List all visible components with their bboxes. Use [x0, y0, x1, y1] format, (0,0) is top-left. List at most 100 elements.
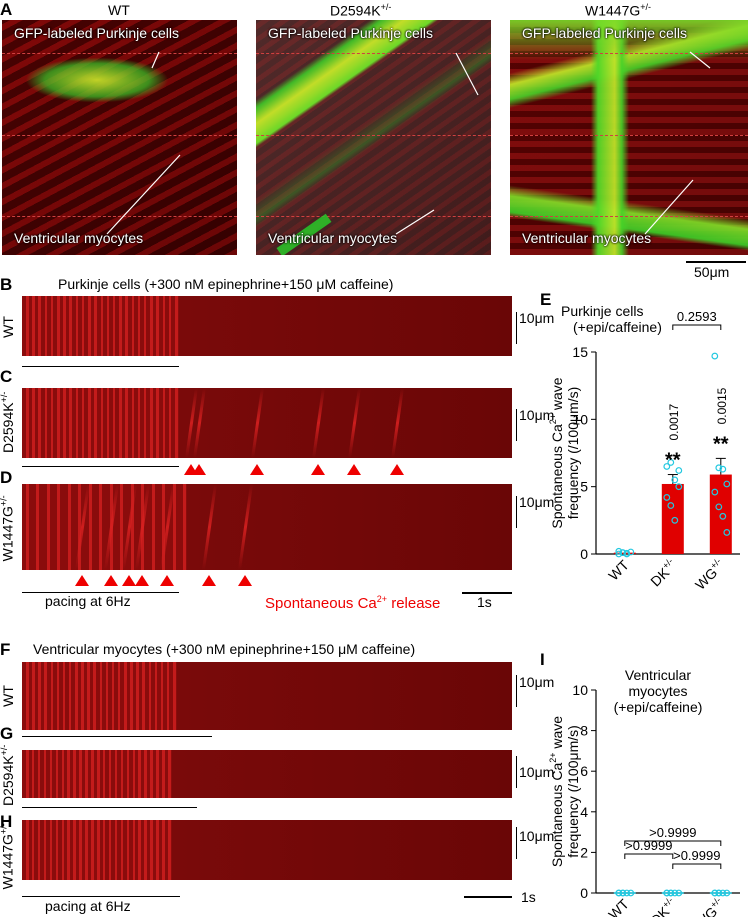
- pacing-stripe: [143, 388, 147, 458]
- row-label-myocyte-wt: WT: [0, 685, 16, 707]
- y-tick-label: 2: [580, 844, 588, 860]
- pacing-stripe: [138, 820, 141, 880]
- pacing-stripe: [172, 484, 176, 570]
- pacing-stripe: [26, 820, 29, 880]
- pacing-stripe: [55, 820, 59, 880]
- pacing-stripe: [55, 750, 59, 798]
- panel-label-f: F: [0, 640, 11, 659]
- pacing-stripe: [175, 388, 178, 458]
- pacing-stripe: [132, 820, 135, 880]
- data-point: [663, 494, 671, 501]
- data-point: [715, 503, 723, 511]
- spontaneous-release-arrow: [183, 464, 198, 475]
- spontaneous-release-arrow: [160, 575, 174, 586]
- pacing-stripe: [50, 388, 54, 458]
- pacing-stripe: [99, 662, 102, 730]
- scale-10um-label-g: 10μm: [519, 764, 555, 780]
- pacing-stripe: [119, 388, 122, 458]
- pacing-stripe: [144, 750, 147, 798]
- pacing-stripe: [114, 820, 118, 880]
- data-point: [723, 529, 731, 536]
- pacing-stripe: [88, 296, 91, 356]
- chart-title: Purkinje cells: [561, 303, 643, 319]
- pacing-stripe: [117, 662, 121, 730]
- pacing-stripe: [81, 388, 85, 458]
- y-axis-label: Spontaneous Ca2+ wavefrequency (/100μm/s…: [548, 716, 581, 867]
- row-label-purkinje-wt: WT: [0, 316, 16, 338]
- pacing-stripe: [162, 750, 165, 798]
- pacing-stripe: [87, 662, 90, 730]
- scale-1s-label-purkinje: 1s: [477, 594, 492, 610]
- spontaneous-release-label: Spontaneous Ca2+ release: [265, 594, 441, 612]
- y-tick-label: 8: [580, 723, 588, 739]
- pacing-stripe: [183, 484, 186, 570]
- pacing-stripe: [156, 296, 159, 356]
- pacing-stripe: [131, 296, 135, 356]
- pacing-stripe: [114, 750, 118, 798]
- pacing-stripe: [102, 750, 106, 798]
- pacing-stripe: [111, 662, 115, 730]
- data-point: [615, 889, 623, 897]
- pacing-stripe: [142, 662, 145, 730]
- y-tick-label: 0: [580, 546, 588, 562]
- panel-label-b: B: [0, 275, 13, 294]
- comparison-bracket: [624, 853, 674, 859]
- pacing-stripe: [38, 388, 41, 458]
- pacing-stripe: [62, 662, 66, 730]
- pointer-lines-dk: [395, 52, 479, 235]
- pacing-stripe: [156, 820, 159, 880]
- significance-stars: **: [713, 433, 729, 455]
- data-point: [615, 547, 623, 555]
- pacing-stripe: [138, 750, 141, 798]
- pacing-stripe: [73, 750, 76, 798]
- pacing-stripe: [69, 296, 72, 356]
- gfp-label-wg: GFP-labeled Purkinje cells: [522, 25, 687, 41]
- y-tick-label: 6: [580, 763, 588, 779]
- pacing-stripe: [100, 296, 103, 356]
- y-tick-label: 10: [572, 682, 588, 698]
- panel-label-e: E: [540, 290, 552, 309]
- kymograph-myocyte-wg: [22, 820, 512, 880]
- data-point: [715, 464, 723, 472]
- pacing-stripe: [49, 820, 53, 880]
- pacing-stripe: [32, 388, 35, 458]
- pacing-stripe: [162, 388, 166, 458]
- pacing-stripe: [32, 296, 35, 356]
- scale-10um-label-f: 10μm: [519, 674, 555, 690]
- pacing-stripe: [50, 662, 53, 730]
- data-point: [711, 352, 719, 360]
- comparison-p-value: >0.9999: [649, 825, 696, 840]
- scale-10um-label-c: 10μm: [519, 407, 555, 423]
- pacing-stripe: [120, 820, 124, 880]
- panel-label-i: I: [540, 650, 545, 669]
- spontaneous-release-arrow: [202, 575, 216, 586]
- pacing-stripe: [143, 296, 147, 356]
- y-tick-label: 5: [580, 479, 588, 495]
- micrograph-wg: GFP-labeled Purkinje cells Ventricular m…: [510, 20, 748, 255]
- x-tick-label: DK+/-: [647, 556, 680, 589]
- genotype-wt-title: WT: [108, 2, 130, 18]
- spontaneous-release-arrow: [249, 464, 264, 475]
- pacing-stripe: [119, 296, 122, 356]
- kymograph-purkinje-dk: [22, 388, 512, 458]
- pacing-stripe: [131, 388, 135, 458]
- pacing-stripe: [154, 662, 158, 730]
- pacing-stripe: [56, 662, 60, 730]
- pacing-stripe: [57, 484, 61, 570]
- spontaneous-release-arrow: [104, 575, 118, 586]
- pacing-stripe: [67, 750, 70, 798]
- pacing-stripe: [120, 484, 124, 570]
- myocyte-kymo-title: Ventricular myocytes (+300 nM epinephrin…: [33, 641, 416, 657]
- data-point: [711, 488, 719, 496]
- chart-title: Ventricular: [625, 667, 691, 683]
- pacing-stripe: [175, 296, 178, 356]
- pacing-stripe: [156, 388, 159, 458]
- pacing-stripe: [50, 296, 54, 356]
- scalebar-50um-label: 50μm: [694, 264, 730, 280]
- data-point: [723, 480, 731, 488]
- data-point: [619, 889, 627, 897]
- pacing-stripe: [162, 296, 166, 356]
- pacing-stripe: [43, 750, 47, 798]
- genotype-dk-title: D2594K+/-: [330, 2, 392, 19]
